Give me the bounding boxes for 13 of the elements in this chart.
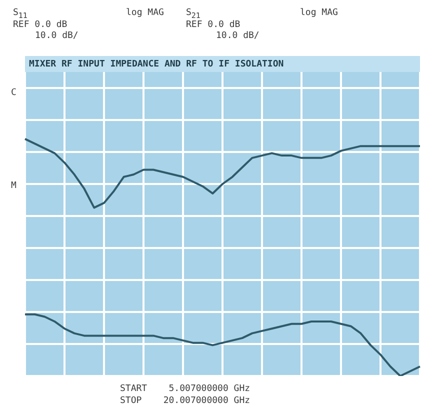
text: log MAG <box>126 8 164 18</box>
text: REF 0.0 dB <box>13 20 68 30</box>
text: REF 0.0 dB <box>186 20 240 30</box>
text: C <box>11 88 16 98</box>
chart-title: MIXER RF INPUT IMPEDANCE AND RF TO IF ISOLATION <box>29 59 284 70</box>
text: STOP 20.007000000 GHz <box>120 396 250 406</box>
text: S$_{11}$ <box>13 8 28 20</box>
text: START 5.007000000 GHz <box>120 384 250 394</box>
text: 10.0 dB/ <box>35 31 78 41</box>
text: M <box>11 181 16 191</box>
text: log MAG <box>300 8 338 18</box>
text: 10.0 dB/ <box>216 31 260 41</box>
text: S$_{21}$ <box>186 8 200 20</box>
